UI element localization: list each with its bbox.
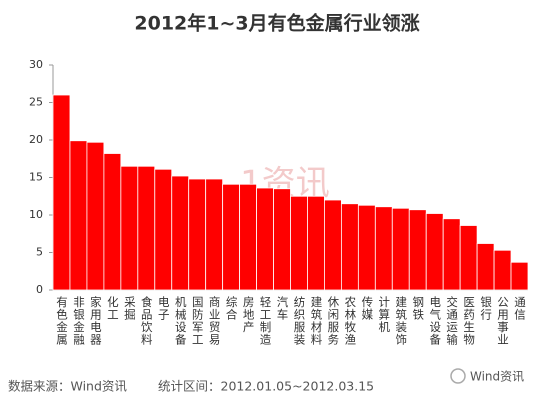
x-tick-label: 农林牧渔 [343, 295, 357, 346]
x-tick-label: 电气设备 [428, 296, 442, 346]
bar [459, 225, 478, 291]
x-tick-label: 家用电器 [89, 295, 103, 346]
bar [171, 175, 190, 291]
y-tick-label: 0 [36, 283, 43, 296]
x-tick-label: 通信 [513, 296, 527, 321]
bar [374, 206, 393, 291]
brand: Wind资讯 [470, 370, 524, 384]
x-tick-label: 采掘 [123, 296, 137, 321]
y-tick-label: 10 [29, 208, 43, 221]
y-tick-label: 15 [29, 171, 43, 184]
period-note: 统计区间：2012.01.05~2012.03.15 [158, 379, 374, 394]
x-tick-label: 化工 [106, 295, 120, 321]
bar [222, 183, 241, 291]
bar [86, 141, 105, 291]
y-tick-label: 20 [29, 133, 43, 146]
bar [205, 178, 224, 291]
x-tick-label: 机械设备 [174, 295, 188, 346]
bar [476, 243, 495, 291]
bar [408, 209, 427, 291]
bar [357, 204, 376, 291]
x-tick-label: 电子 [157, 296, 171, 321]
x-tick-label: 银行 [479, 295, 493, 321]
bar [154, 168, 173, 291]
x-tick-label: 食品饮料 [140, 295, 154, 346]
bar [442, 218, 461, 291]
x-tick-label: 纺织服装 [292, 295, 306, 346]
bar [256, 187, 274, 291]
bar [425, 213, 444, 291]
bar [324, 199, 342, 291]
y-tick-label: 25 [29, 96, 43, 109]
x-tick-label: 建筑材料 [309, 295, 323, 346]
x-tick-label: 建筑装饰 [394, 295, 408, 346]
bar [340, 203, 359, 291]
bar [239, 183, 257, 291]
bar [103, 153, 122, 291]
x-tick-label: 非银金融 [72, 296, 86, 346]
bar [52, 94, 71, 291]
bar [493, 249, 512, 291]
x-tick-label: 汽车 [276, 295, 290, 321]
bar [120, 165, 139, 291]
brand-icon [450, 368, 466, 384]
bar [69, 140, 88, 291]
bar [391, 207, 410, 291]
bar [273, 188, 291, 291]
x-tick-label: 综合 [225, 295, 239, 321]
bar [510, 261, 529, 291]
chart-title: 2012年1~3月有色金属行业领涨 [134, 12, 419, 35]
source-note: 数据来源：Wind资讯 [8, 379, 127, 394]
x-tick-label: 房地产 [242, 296, 256, 334]
x-tick-label: 国防军工 [191, 296, 205, 346]
x-tick-label: 商业贸易 [208, 295, 222, 346]
x-tick-label: 有色金属 [55, 295, 69, 346]
x-tick-label: 轻工制造 [259, 295, 273, 346]
x-tick-label: 休闲服务 [326, 296, 340, 346]
bar [290, 195, 308, 291]
x-tick-label: 公用事业 [496, 296, 510, 346]
x-tick-label: 交通运输 [445, 295, 459, 346]
x-tick-label: 计算机 [377, 296, 391, 334]
bar [307, 195, 325, 291]
y-tick-label: 30 [29, 58, 43, 71]
x-tick-label: 医药生物 [462, 296, 476, 346]
bar [188, 178, 207, 291]
x-tick-label: 传媒 [360, 295, 374, 321]
x-tick-label: 钢铁 [411, 296, 425, 321]
y-tick-label: 5 [36, 246, 43, 259]
bar [137, 165, 156, 291]
